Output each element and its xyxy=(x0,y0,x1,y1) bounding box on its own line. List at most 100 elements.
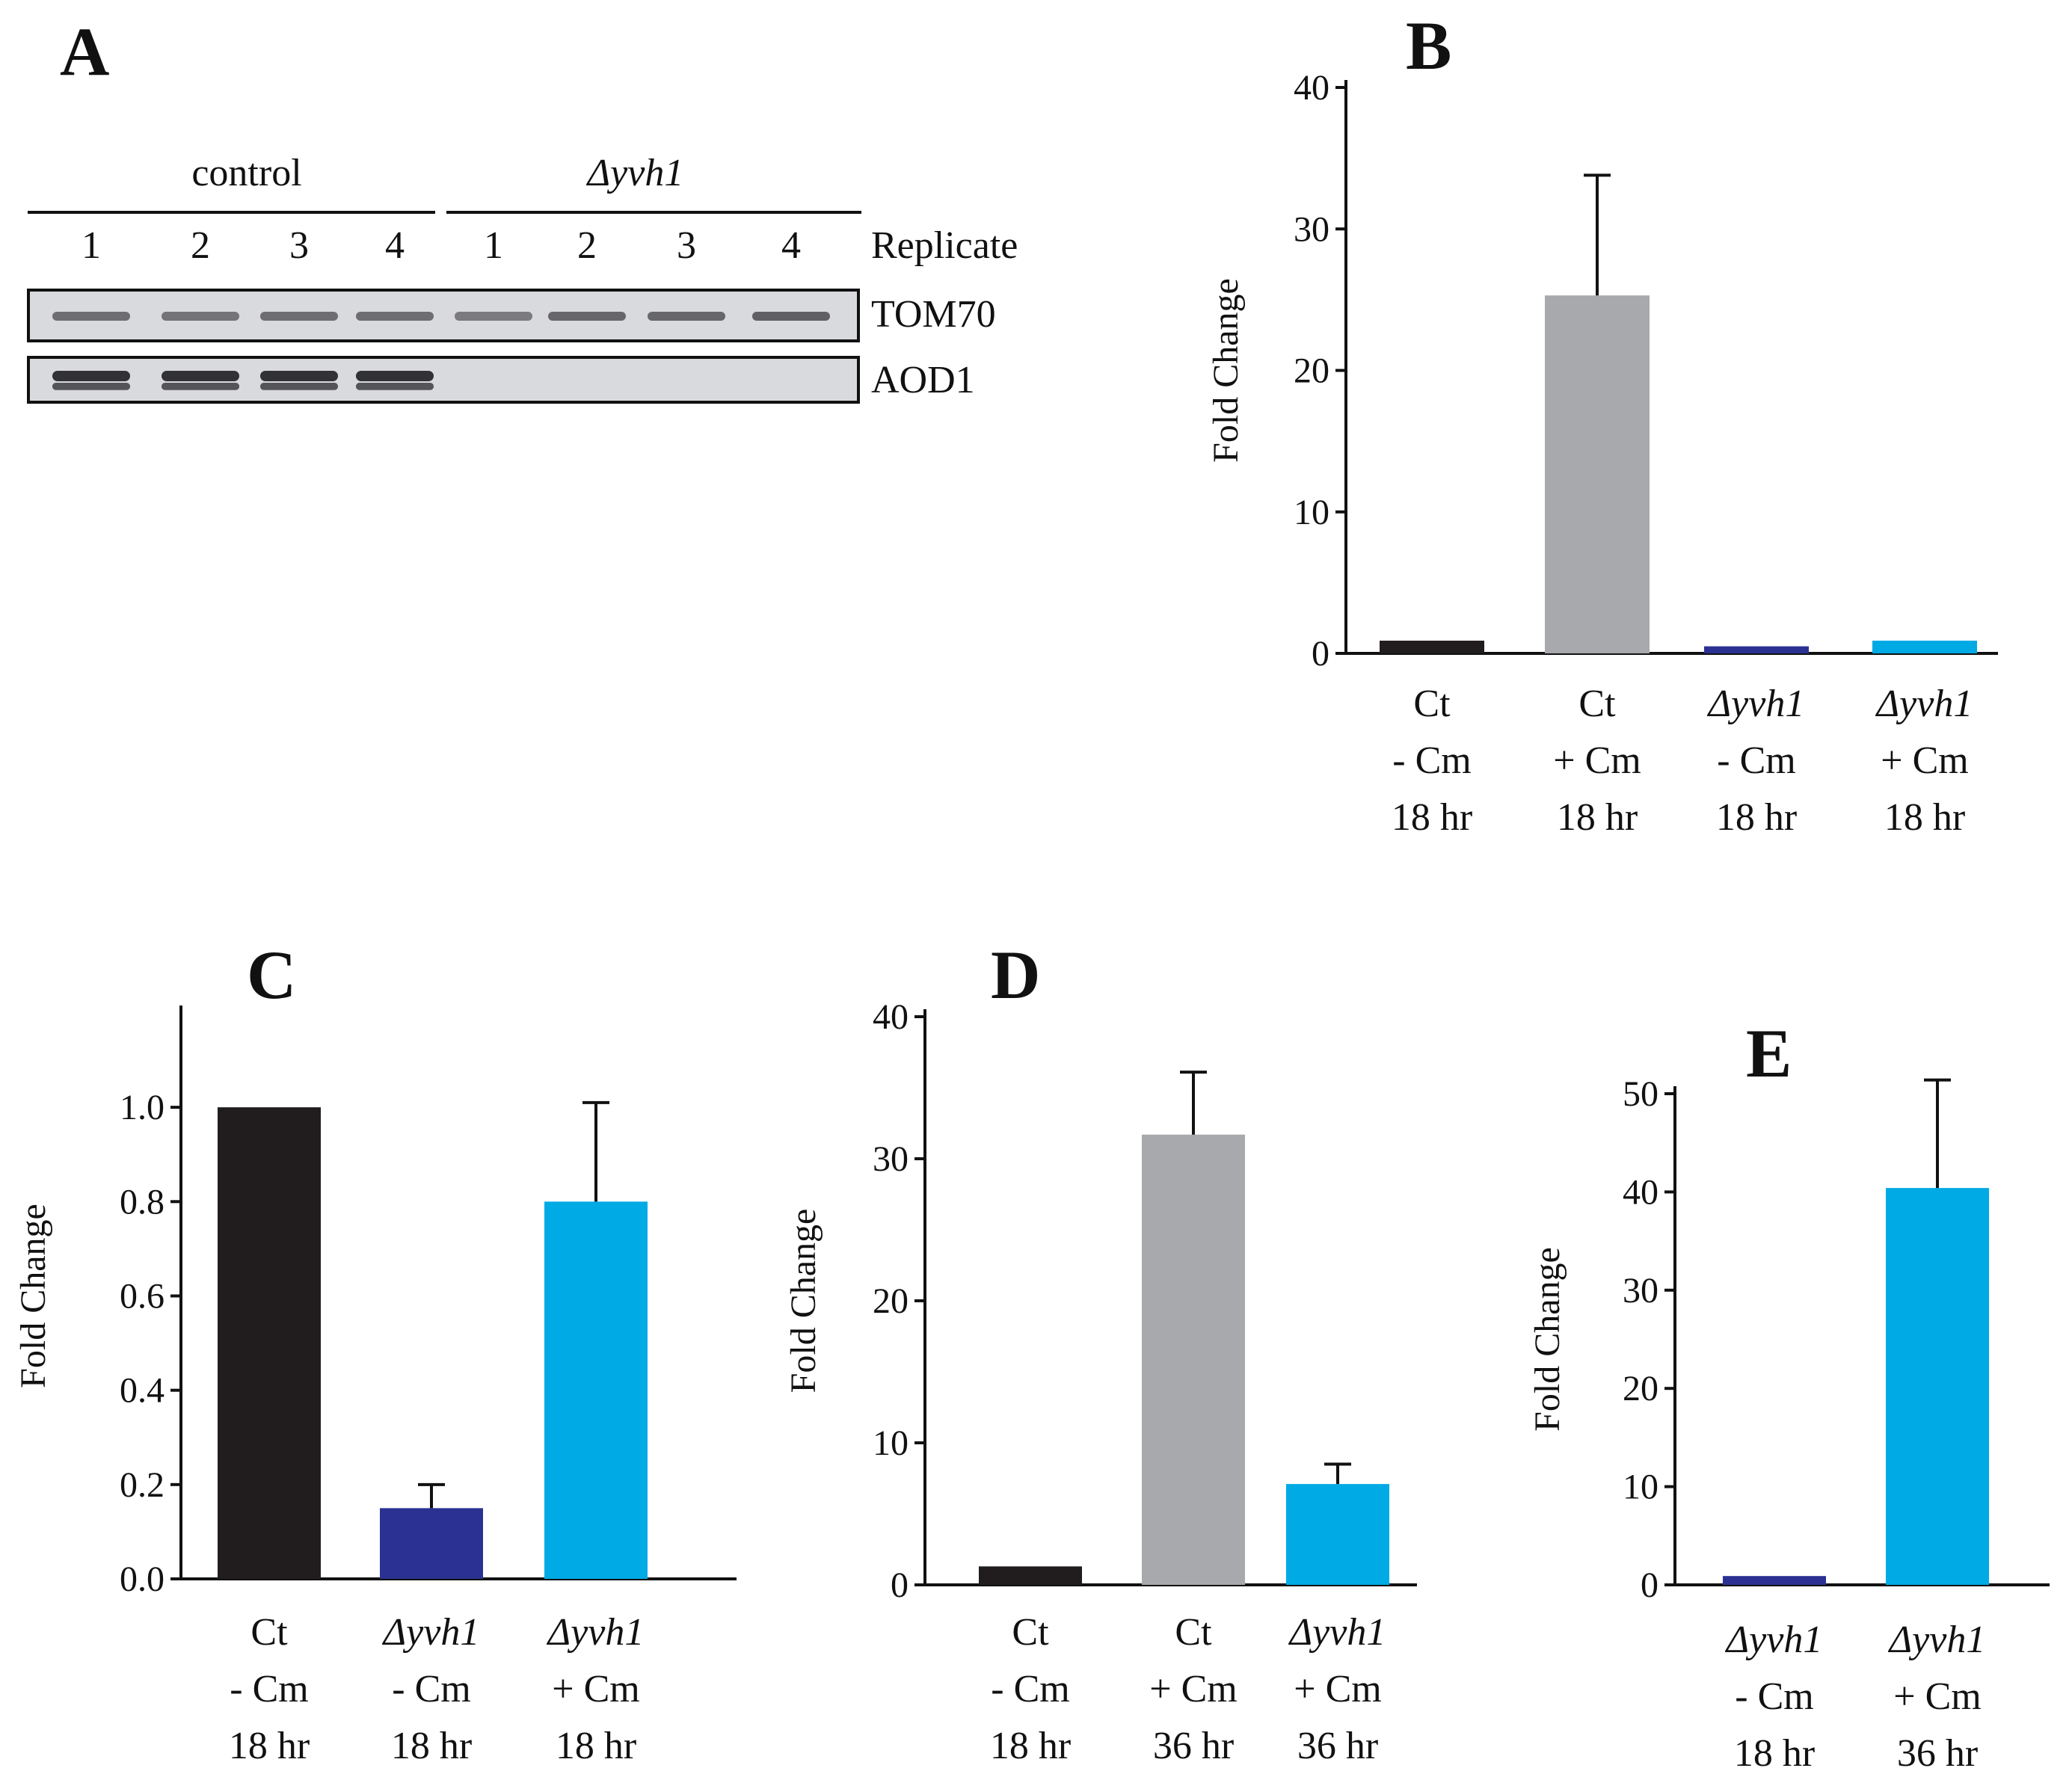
category-label: - Cm xyxy=(991,1668,1069,1710)
lane-label: 3 xyxy=(289,224,309,267)
category-label: 18 hr xyxy=(1716,796,1797,839)
lane-labels: 1 2 3 4 1 2 3 4 xyxy=(82,224,801,267)
chart-panel-b: 0 10 20 30 40 Fold Change Ct - Cm 18 hr Ct + Cm 18 … xyxy=(1206,68,1998,839)
category-label: + Cm xyxy=(1881,739,1968,782)
lane-label: 1 xyxy=(484,224,503,267)
blot-band xyxy=(260,312,338,321)
chart-panel-e: 0 10 20 30 40 50 Fold Change Δyvh1 - Cm 18 hr Δyvh… xyxy=(1528,1074,2050,1775)
category-label: + Cm xyxy=(1294,1668,1381,1710)
category-label: 18 hr xyxy=(1392,796,1472,839)
y-tick-label: 0.4 xyxy=(120,1371,165,1411)
y-tick-label: 30 xyxy=(1623,1271,1658,1311)
blot-strip-aod1 xyxy=(27,356,860,404)
blot-band xyxy=(52,383,130,390)
blot-band xyxy=(52,371,130,381)
category-label: 18 hr xyxy=(990,1725,1071,1767)
panel-letter-b: B xyxy=(1406,7,1451,84)
y-tick-label: 1.0 xyxy=(120,1088,165,1127)
blot-band xyxy=(260,383,338,390)
category-label: - Cm xyxy=(1717,739,1795,782)
category-label: - Cm xyxy=(230,1668,308,1710)
y-tick-label: 0.8 xyxy=(120,1182,165,1222)
group-label-dyvh1: Δyvh1 xyxy=(586,152,684,194)
bar xyxy=(1872,640,1977,653)
blot-band xyxy=(162,312,239,321)
category-label: - Cm xyxy=(392,1668,470,1710)
category-label: 18 hr xyxy=(1734,1732,1815,1775)
y-tick-label: 10 xyxy=(1294,493,1329,532)
y-tick-label: 40 xyxy=(1294,68,1329,108)
bar xyxy=(1545,295,1650,653)
lane-label: 2 xyxy=(577,224,597,267)
lane-label: 1 xyxy=(82,224,101,267)
y-axis-title: Fold Change xyxy=(784,1209,823,1393)
category-label: Ct xyxy=(250,1611,288,1654)
category-label: 36 hr xyxy=(1897,1732,1978,1775)
blot-band xyxy=(548,312,626,321)
blot-band xyxy=(356,371,434,381)
y-tick-label: 0 xyxy=(891,1565,909,1605)
bar xyxy=(1704,646,1809,653)
y-tick-label: 50 xyxy=(1623,1074,1658,1114)
replicate-header: Replicate xyxy=(871,224,1018,267)
bar xyxy=(380,1508,483,1579)
y-tick-label: 0.2 xyxy=(120,1465,165,1505)
blot-band xyxy=(162,383,239,390)
y-tick-label: 40 xyxy=(873,997,909,1037)
y-tick-label: 30 xyxy=(873,1139,909,1179)
bar xyxy=(979,1566,1082,1585)
y-tick-label: 10 xyxy=(873,1423,909,1463)
category-label: + Cm xyxy=(1893,1675,1981,1718)
bar xyxy=(1886,1188,1989,1585)
y-tick-label: 0 xyxy=(1641,1565,1658,1605)
row-label-aod1: AOD1 xyxy=(871,359,975,401)
blot-band xyxy=(52,312,130,321)
category-label: 18 hr xyxy=(229,1725,310,1767)
category-label: Δyvh1 xyxy=(1288,1611,1386,1654)
y-tick-label: 20 xyxy=(1294,351,1329,391)
bands-tom70 xyxy=(52,312,830,321)
y-tick-label: 0.6 xyxy=(120,1277,165,1316)
bar xyxy=(544,1201,648,1579)
category-label: Δyvh1 xyxy=(382,1611,480,1654)
category-label: - Cm xyxy=(1735,1675,1813,1718)
bar xyxy=(1723,1576,1826,1585)
category-label: - Cm xyxy=(1392,739,1471,782)
blot-band xyxy=(260,371,338,381)
category-label: Δyvh1 xyxy=(1725,1619,1823,1661)
blot-band xyxy=(162,371,239,381)
category-label: Δyvh1 xyxy=(1875,683,1973,725)
category-label: Δyvh1 xyxy=(1707,683,1805,725)
category-label: 18 hr xyxy=(391,1725,472,1767)
western-blot: control Δyvh1 1 2 3 4 1 2 3 4 Replicate TOM70 A… xyxy=(27,152,1018,404)
category-label: 18 hr xyxy=(1884,796,1965,839)
lane-label: 4 xyxy=(385,224,405,267)
category-label: 36 hr xyxy=(1153,1725,1234,1767)
y-tick-label: 10 xyxy=(1623,1468,1658,1507)
y-axis-title: Fold Change xyxy=(13,1204,53,1388)
category-label: Ct xyxy=(1413,683,1451,725)
panel-letter-d: D xyxy=(991,937,1040,1013)
y-tick-label: 0 xyxy=(1312,634,1329,674)
panel-letter-a: A xyxy=(60,13,109,90)
bar xyxy=(218,1107,321,1579)
blot-strip-tom70 xyxy=(27,289,860,342)
blot-band xyxy=(648,312,725,321)
lane-label: 2 xyxy=(191,224,210,267)
chart-panel-d: 0 10 20 30 40 Fold Change Ct - Cm 18 hr Ct + Cm 36 … xyxy=(784,997,1417,1767)
blot-band xyxy=(356,383,434,390)
category-label: + Cm xyxy=(552,1668,639,1710)
category-label: Δyvh1 xyxy=(547,1611,645,1654)
y-tick-label: 40 xyxy=(1623,1172,1658,1212)
category-label: Ct xyxy=(1012,1611,1049,1654)
bar xyxy=(1380,640,1484,653)
y-tick-label: 0.0 xyxy=(120,1559,165,1599)
category-label: 18 hr xyxy=(556,1725,636,1767)
bands-aod1 xyxy=(52,371,434,390)
blot-band xyxy=(356,312,434,321)
chart-panel-c: 0.0 0.2 0.4 0.6 0.8 1.0 Fold Change Ct - Cm 18 hr… xyxy=(13,1005,737,1767)
bar xyxy=(1286,1484,1389,1585)
y-tick-label: 20 xyxy=(1623,1369,1658,1408)
y-tick-label: 20 xyxy=(873,1281,909,1321)
